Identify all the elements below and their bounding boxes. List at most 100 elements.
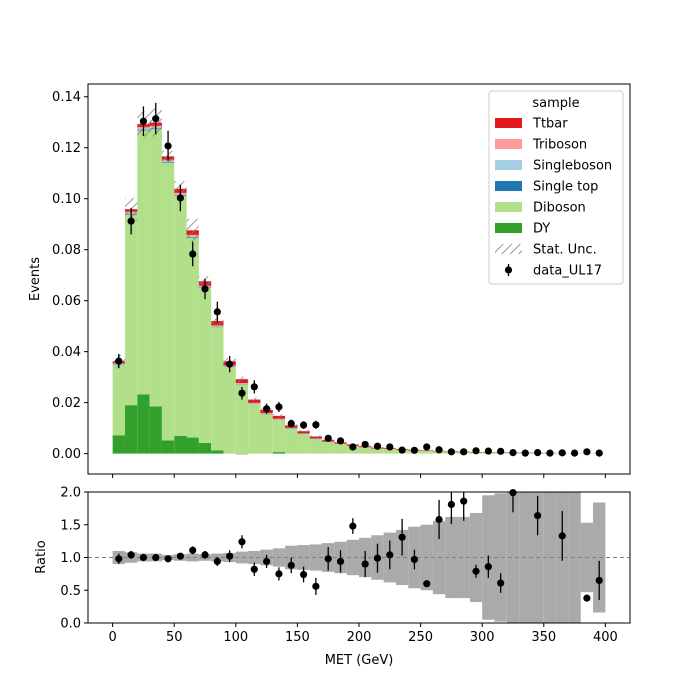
data-point [534, 448, 542, 457]
ratio-band-bin [235, 551, 249, 564]
data-point [373, 442, 382, 450]
bar-diboson [235, 384, 249, 455]
data-point [484, 447, 492, 455]
bar-diboson [383, 449, 396, 454]
data-point [410, 446, 419, 454]
data-point [275, 403, 283, 411]
ratio-band-bin [494, 493, 507, 622]
data-point [558, 449, 566, 457]
x-tick-label: 250 [408, 630, 433, 645]
ratio-point [472, 567, 480, 575]
ratio-point [324, 555, 332, 563]
bar-dy [186, 437, 199, 454]
ratio-band-bin [346, 539, 359, 576]
ratio-point [312, 582, 320, 590]
bar-diboson [285, 428, 298, 454]
ratio-point [460, 497, 468, 505]
y-tick-label: 0.10 [52, 192, 81, 207]
bar-diboson [334, 443, 347, 454]
bar-dy [161, 440, 175, 454]
y-tick-label: 0.12 [52, 141, 81, 156]
legend-entries: Ttbar Triboson Singleboson Single top Diboso… [495, 117, 612, 279]
x-tick-label: 100 [223, 630, 248, 645]
bar-diboson [248, 403, 261, 454]
x-tick-label: 400 [593, 630, 618, 645]
ratio-y-tick-label: 2.0 [60, 486, 81, 501]
bar-dy [174, 435, 187, 454]
ratio-point [484, 563, 492, 571]
ratio-point [398, 533, 406, 541]
ratio-point [447, 500, 455, 509]
bar-diboson [322, 441, 335, 454]
legend-label-ttbar: Ttbar [532, 117, 568, 132]
bar-diboson [112, 365, 125, 436]
stat-unc-hatch [309, 435, 323, 438]
data-point [152, 115, 160, 123]
ratio-y-tick-label: 0.5 [60, 584, 81, 599]
ratio-panel: 0.0 0.5 1.0 1.5 2.0 0 50 100 150 200 250 300 350 400… [34, 486, 631, 668]
ratio-points [115, 489, 603, 602]
legend: sample Ttbar Triboson Singleboson Single to… [488, 90, 624, 285]
ratio-band-bin [395, 529, 409, 586]
ratio-point [152, 553, 160, 562]
ratio-point [423, 580, 431, 588]
bar-dy [112, 435, 125, 454]
ratio-band-bin [186, 553, 199, 562]
bar-diboson [186, 237, 199, 438]
data-points [115, 102, 603, 457]
ratio-band-bin [248, 550, 261, 565]
bar-singleboson [211, 326, 224, 327]
bar-dy [149, 406, 162, 454]
x-tick-label: 150 [285, 630, 310, 645]
legend-swatch-singleboson [495, 160, 522, 170]
bar-diboson [297, 433, 310, 454]
ratio-x-ticks: 0 50 100 150 200 250 300 350 400 [108, 623, 618, 645]
bar-triboson [211, 325, 224, 327]
data-point [497, 447, 505, 455]
bar-single-top [211, 326, 224, 328]
stat-unc-hatch [186, 218, 199, 242]
legend-label-dy: DY [533, 222, 550, 237]
data-point [139, 117, 148, 125]
ratio-band-bin [543, 492, 557, 623]
ratio-point [213, 557, 221, 566]
ratio-point [583, 594, 591, 602]
data-point [460, 448, 468, 456]
ratio-point [410, 555, 419, 564]
legend-swatch-dy [495, 223, 522, 233]
ratio-y-axis-label: Ratio [34, 540, 49, 573]
bar-diboson [211, 327, 224, 451]
data-point [521, 449, 529, 457]
stat-unc-hatch [235, 376, 249, 382]
y-tick-label: 0.00 [52, 447, 81, 462]
data-point [361, 440, 369, 449]
bar-diboson [124, 214, 138, 406]
bar-diboson [359, 447, 372, 454]
ratio-point [361, 560, 369, 568]
ratio-y-tick-label: 1.0 [60, 551, 81, 566]
ratio-band-bin [297, 545, 310, 570]
legend-label-triboson: Triboson [532, 138, 587, 153]
legend-label-single-top: Single top [533, 180, 598, 195]
bar-dy [124, 405, 138, 454]
ratio-y-tick-label: 1.5 [60, 518, 81, 533]
legend-title: sample [532, 96, 579, 111]
ratio-point [509, 489, 517, 497]
legend-marker-data-ul17 [504, 266, 513, 274]
ratio-band-bin [457, 516, 470, 599]
data-point [250, 383, 258, 391]
ratio-point [497, 579, 505, 587]
top-x-ticks [112, 474, 606, 478]
data-point [189, 250, 197, 258]
ratio-band-bin [506, 492, 520, 623]
ratio-point [127, 551, 135, 559]
bar-diboson [149, 129, 162, 407]
top-y-axis-label: Events [28, 257, 43, 301]
x-tick-label: 350 [531, 630, 556, 645]
y-tick-label: 0.06 [52, 294, 81, 309]
legend-swatch-single-top [495, 181, 522, 191]
ratio-point [164, 555, 172, 563]
x-tick-label: 300 [470, 630, 495, 645]
ratio-point [595, 576, 603, 585]
ratio-point [275, 570, 283, 578]
